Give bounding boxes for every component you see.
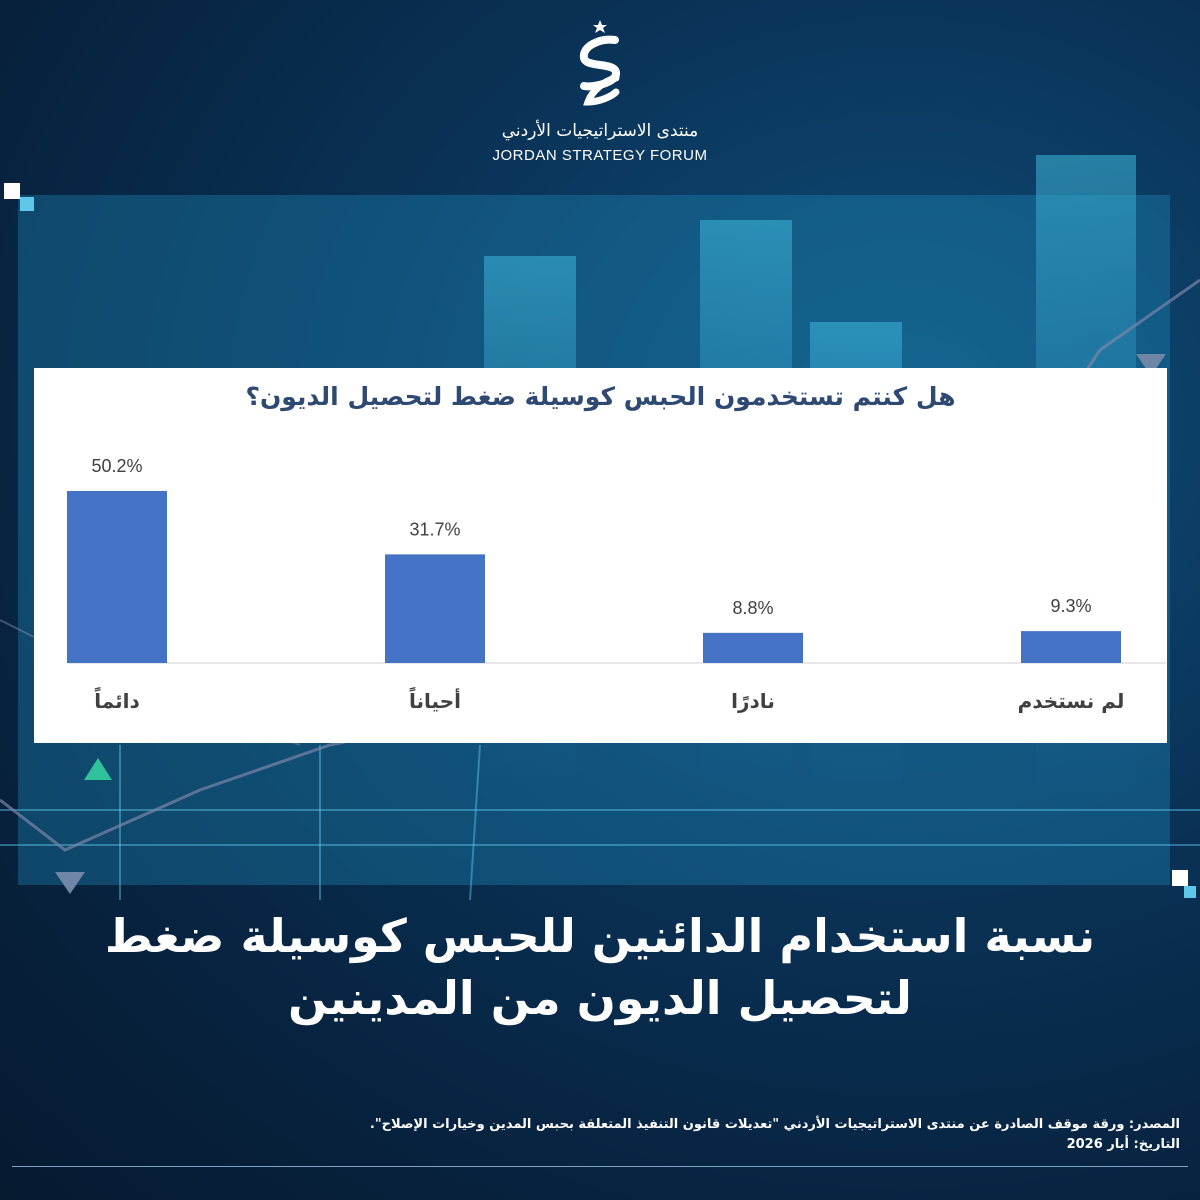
brand-logo: منتدى الاستراتيجيات الأردني JORDAN STRAT… — [450, 18, 750, 164]
bar — [703, 632, 803, 663]
bar — [385, 554, 485, 663]
brand-name-arabic: منتدى الاستراتيجيات الأردني — [501, 121, 699, 141]
category-label: أحياناً — [409, 687, 461, 713]
source-note: المصدر: ورقة موقف الصادرة عن منتدى الاست… — [20, 1115, 1180, 1155]
source-text: المصدر: ورقة موقف الصادرة عن منتدى الاست… — [369, 1117, 1180, 1132]
headline: نسبة استخدام الدائنين للحبس كوسيلة ضغط ل… — [104, 909, 1096, 1025]
chart-panel: هل كنتم تستخدمون الحبس كوسيلة ضغط لتحصيل… — [34, 368, 1167, 743]
date-text: التاريخ: أيار 2026 — [1066, 1137, 1180, 1152]
data-label: 8.8% — [732, 598, 773, 618]
category-label: نادرًا — [731, 689, 775, 713]
footer-divider — [12, 1166, 1188, 1167]
data-label: 31.7% — [409, 519, 460, 539]
bar — [67, 491, 167, 663]
logo-mark-icon — [579, 20, 620, 106]
brand-name-english: JORDAN STRATEGY FORUM — [492, 147, 708, 164]
category-label: دائماً — [94, 687, 140, 713]
data-label: 9.3% — [1050, 596, 1091, 616]
bar — [1021, 631, 1121, 663]
bar-chart: 50.2% دائماً 31.7% أحياناً 8.8% نادرًا 9.3% لم … — [67, 456, 1166, 713]
chart-title: هل كنتم تستخدمون الحبس كوسيلة ضغط لتحصيل… — [245, 382, 956, 411]
data-label: 50.2% — [91, 456, 142, 476]
category-label: لم نستخدم — [1018, 689, 1125, 713]
